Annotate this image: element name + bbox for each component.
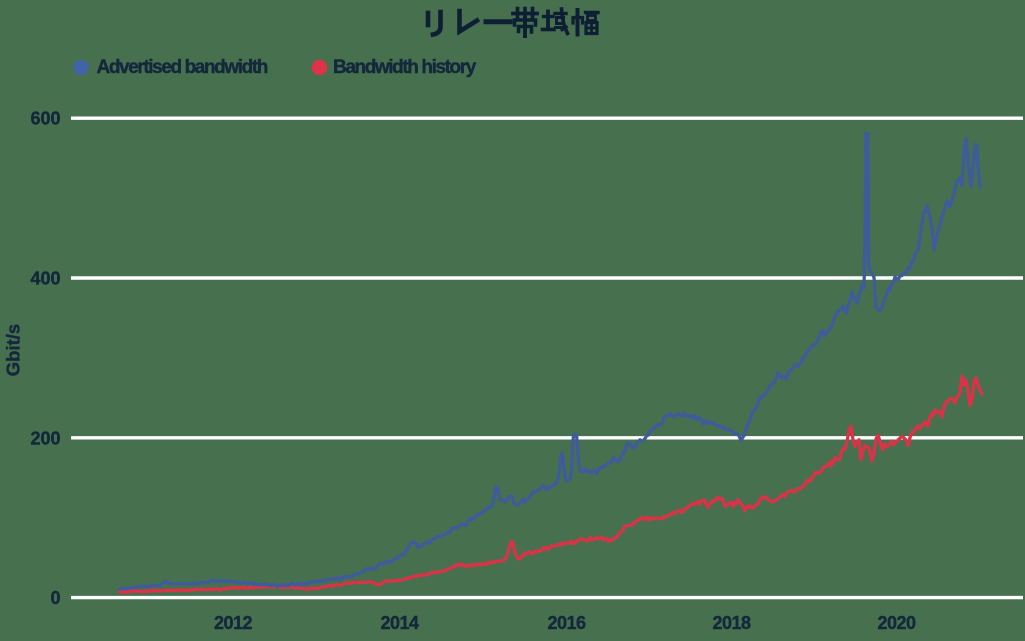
svg-text:400: 400 [30,269,60,289]
svg-text:Advertised bandwidth: Advertised bandwidth [97,57,268,78]
svg-text:Bandwidth history: Bandwidth history [333,57,477,78]
svg-text:2018: 2018 [712,613,751,633]
svg-text:2014: 2014 [380,613,419,633]
svg-text:200: 200 [30,428,60,448]
svg-text:600: 600 [30,109,60,129]
svg-text:2020: 2020 [877,613,916,633]
svg-text:Gbit/s: Gbit/s [3,324,24,376]
svg-text:2012: 2012 [214,613,253,633]
svg-text:0: 0 [50,588,60,608]
svg-text:2016: 2016 [547,613,586,633]
